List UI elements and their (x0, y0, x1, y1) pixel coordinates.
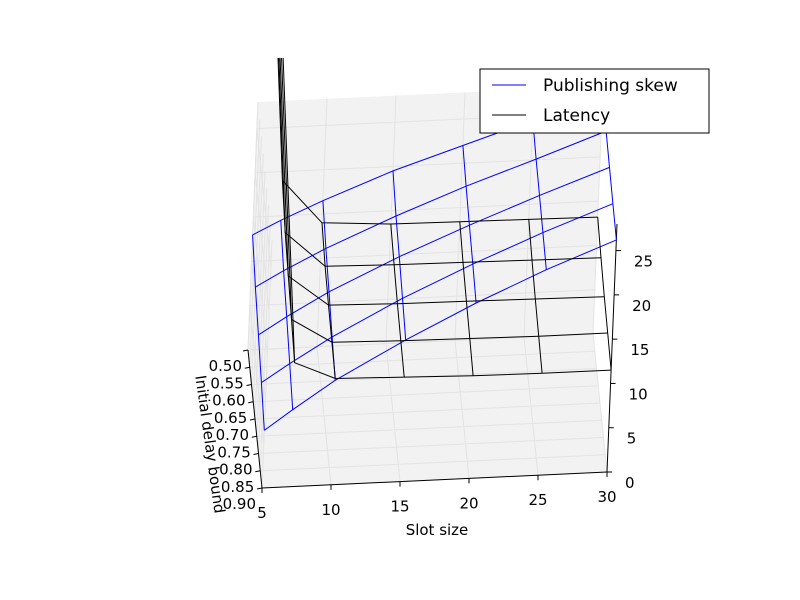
y-tick-label: 0.70 (216, 426, 249, 444)
grid-line (249, 305, 265, 444)
y-tick (251, 435, 257, 438)
y-tick (246, 384, 252, 386)
wire-column (321, 222, 336, 379)
grid-line (260, 454, 606, 472)
y-tick-label: 0.85 (221, 478, 254, 496)
z-tick-label: 20 (632, 297, 651, 315)
x-axis-label: Slot size (406, 521, 469, 539)
y-tick-label: 0.60 (212, 392, 245, 410)
y-tick-label: 0.90 (223, 495, 256, 513)
grid-line (253, 385, 599, 403)
grid-line (256, 128, 272, 267)
y-tick (248, 401, 254, 404)
legend-label: Publishing skew (543, 76, 678, 96)
y-tick (244, 366, 250, 369)
grid-line (249, 350, 595, 368)
grid-line (251, 244, 597, 262)
y-tick-label: 0.75 (217, 443, 250, 461)
y-tick-label: 0.55 (210, 374, 243, 392)
wire-column (390, 223, 405, 378)
z-axis (606, 223, 618, 473)
y-tick (256, 487, 263, 490)
grid-line (385, 95, 397, 344)
wire-column (528, 219, 543, 374)
wire-column (462, 145, 477, 304)
grid-line (454, 92, 466, 341)
back-pane (248, 86, 603, 350)
grid-line (258, 437, 604, 454)
grid-line (255, 156, 601, 174)
wire-column (459, 221, 474, 376)
panes (248, 86, 607, 488)
y-tick (249, 418, 256, 421)
y-tick (255, 470, 261, 473)
wire-column (269, 0, 281, 10)
grid-line (261, 239, 273, 489)
wire-column (252, 234, 265, 431)
wire-column (597, 217, 612, 371)
y-tick (242, 349, 249, 352)
x-tick-label: 20 (459, 494, 478, 512)
x-tick-label: 15 (390, 498, 409, 516)
y-tick-label: 0.65 (214, 409, 247, 427)
x-tick-label: 10 (321, 501, 340, 519)
y-axis (247, 349, 263, 489)
grid-line (256, 419, 602, 437)
z-tick-label: 0 (625, 474, 635, 492)
z-tick-label: 5 (627, 430, 637, 448)
y-tick-label: 0.50 (209, 357, 242, 375)
wireframes (252, 0, 617, 431)
legend-label: Latency (543, 106, 610, 126)
grid-line (253, 200, 599, 218)
z-tick-label: 15 (630, 341, 649, 359)
wire-column (281, 180, 296, 363)
legend: Publishing skew Latency (479, 68, 710, 134)
grid-line (249, 289, 595, 307)
y-tick (253, 453, 259, 455)
wire-column (392, 170, 407, 340)
grid-line (252, 217, 268, 356)
z-tick-label: 10 (629, 385, 648, 403)
legend-box (479, 68, 710, 134)
y-tick-label: 0.80 (219, 461, 252, 479)
z-tick-label: 25 (634, 253, 653, 271)
wire-column (532, 120, 547, 270)
grid-line (254, 172, 270, 311)
grid-line (254, 402, 601, 420)
x-tick-label: 25 (528, 491, 547, 509)
x-tick-label: 5 (257, 504, 267, 522)
x-tick-label: 30 (597, 488, 616, 506)
axes: 5 10 15 20 25 300.500.550.600.650.700.750.800… (209, 223, 653, 522)
x-axis (261, 471, 608, 489)
wire-column (280, 220, 294, 410)
